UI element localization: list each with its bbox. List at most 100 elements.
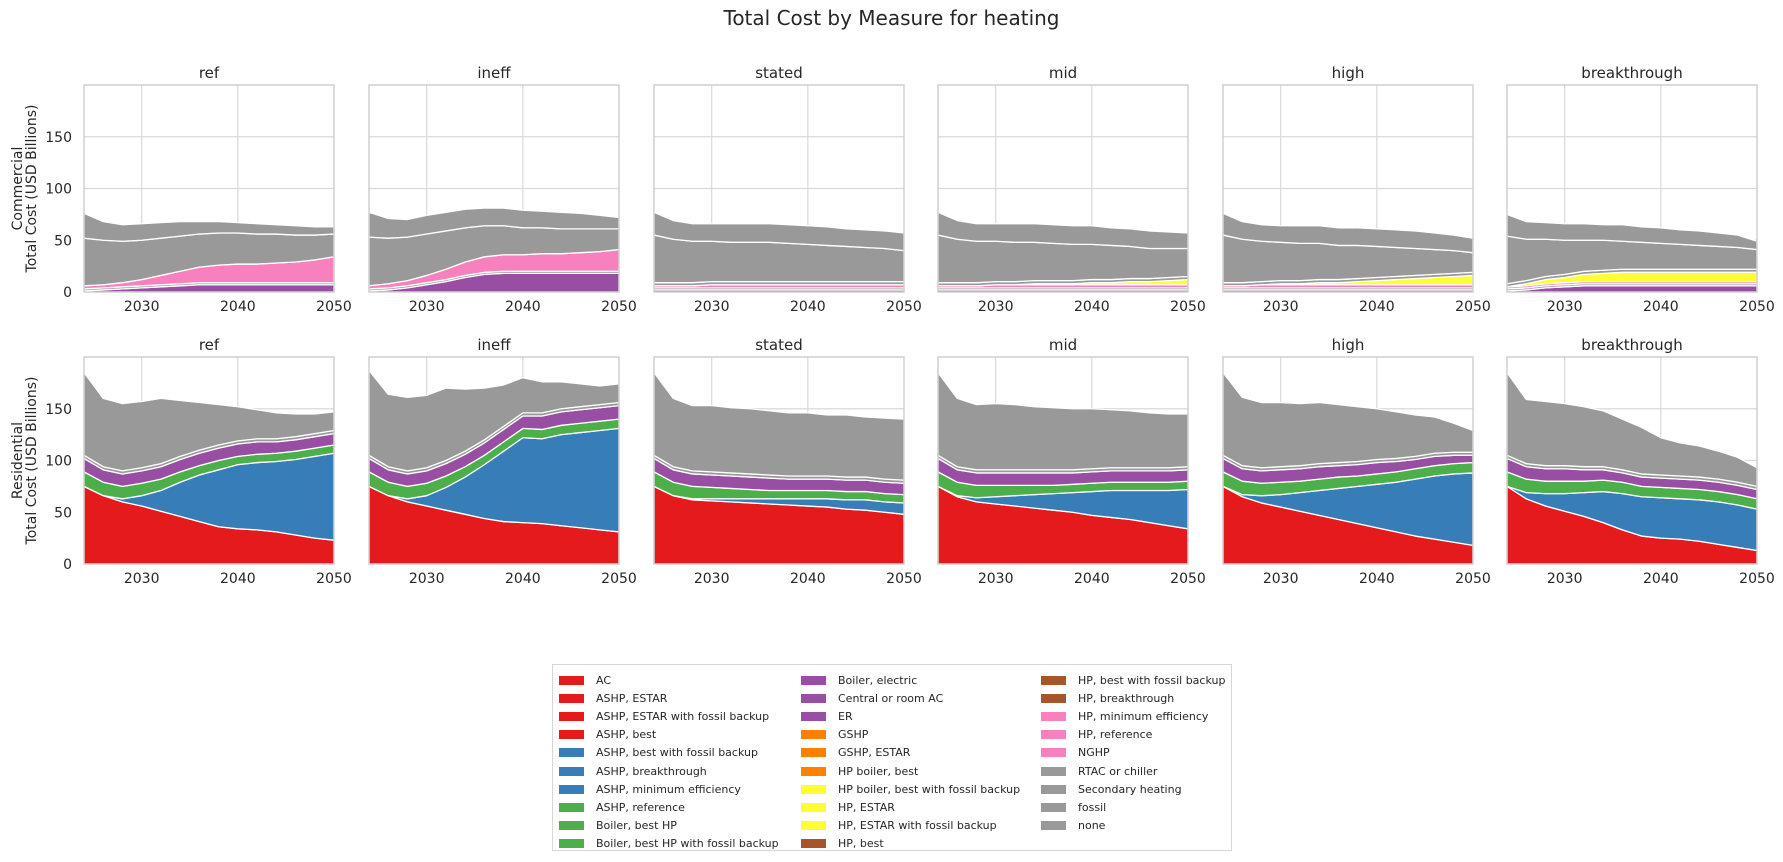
legend-item: HP boiler, best — [801, 762, 1020, 780]
panel-title: breakthrough — [1581, 64, 1682, 82]
panel-title: breakthrough — [1581, 336, 1682, 354]
panel-ineff: ineff 2030 2040 2050 — [368, 336, 637, 587]
x-tick-label: 2050 — [316, 299, 352, 315]
legend-swatch — [1041, 766, 1066, 776]
x-tick-label: 2030 — [124, 299, 160, 315]
panel-title: mid — [1049, 64, 1077, 82]
x-tick-label: 2050 — [1739, 571, 1775, 587]
legend-label: HP, best with fossil backup — [1078, 673, 1226, 687]
panel-title: ref — [199, 64, 220, 82]
legend-label: Secondary heating — [1078, 782, 1182, 796]
plot-frame — [1222, 356, 1474, 565]
legend-label: GSHP — [838, 728, 869, 742]
legend-label: fossil — [1078, 800, 1107, 814]
legend-column: HP, best with fossil backup HP, breakthro… — [1041, 671, 1225, 835]
panel-title: high — [1332, 336, 1365, 354]
legend-swatch — [559, 784, 584, 794]
legend-label: RTAC or chiller — [1078, 764, 1158, 778]
panel-title: stated — [755, 336, 803, 354]
panel-stated: stated 2030 2040 2050 — [653, 64, 922, 315]
legend-item: ASHP, reference — [559, 798, 779, 816]
panel-title: ineff — [477, 64, 511, 82]
y-axis-label: Commercial — [10, 147, 26, 231]
y-tick-label: 100 — [45, 454, 72, 470]
x-tick-label: 2040 — [790, 571, 826, 587]
legend-swatch — [559, 730, 584, 740]
y-tick-label: 150 — [45, 402, 72, 418]
y-tick-label: 0 — [63, 285, 72, 301]
legend-swatch — [801, 766, 826, 776]
x-tick-label: 2030 — [1547, 299, 1583, 315]
plot-frame — [368, 84, 620, 293]
x-tick-label: 2050 — [1170, 571, 1206, 587]
y-tick-label: 50 — [54, 233, 72, 249]
x-tick-label: 2040 — [1074, 299, 1110, 315]
legend-swatch — [801, 802, 826, 812]
legend-item: Secondary heating — [1041, 780, 1225, 798]
plot-frame — [368, 356, 620, 565]
legend-swatch — [801, 693, 826, 703]
legend-label: NGHP — [1078, 746, 1110, 760]
plot-frame — [653, 356, 905, 565]
legend-swatch — [559, 802, 584, 812]
legend-swatch — [801, 821, 826, 831]
legend-item: HP, breakthrough — [1041, 689, 1225, 707]
legend-column: Boiler, electric Central or room AC ER GSHP… — [801, 671, 1020, 853]
x-tick-label: 2040 — [1074, 571, 1110, 587]
x-tick-label: 2050 — [1455, 571, 1491, 587]
legend-item: ASHP, minimum efficiency — [559, 780, 779, 798]
legend-swatch — [559, 839, 584, 849]
legend-swatch — [559, 748, 584, 758]
legend-swatch — [1041, 675, 1066, 685]
y-tick-label: 0 — [63, 557, 72, 573]
legend-label: HP boiler, best with fossil backup — [838, 782, 1021, 796]
legend-label: HP, best — [838, 837, 884, 851]
x-tick-label: 2050 — [601, 571, 637, 587]
legend-item: fossil — [1041, 798, 1225, 816]
legend-item: Central or room AC — [801, 689, 1020, 707]
legend-label: HP, breakthrough — [1078, 691, 1175, 705]
plot-frame — [1506, 84, 1758, 293]
legend-swatch — [1041, 730, 1066, 740]
legend-label: Central or room AC — [838, 691, 944, 705]
legend-swatch — [801, 730, 826, 740]
legend-item: ASHP, breakthrough — [559, 762, 779, 780]
legend-swatch — [801, 784, 826, 794]
legend-item: HP, best with fossil backup — [1041, 671, 1225, 689]
legend-label: ER — [838, 709, 853, 723]
legend-label: Boiler, electric — [838, 673, 918, 687]
x-tick-label: 2030 — [1547, 571, 1583, 587]
legend-item: GSHP, ESTAR — [801, 744, 1020, 762]
legend-item: Boiler, electric — [801, 671, 1020, 689]
x-tick-label: 2040 — [790, 299, 826, 315]
legend-swatch — [1041, 784, 1066, 794]
panel-mid: mid 2030 2040 2050 — [937, 64, 1206, 315]
x-tick-label: 2050 — [1455, 299, 1491, 315]
legend-item: HP, ESTAR with fossil backup — [801, 817, 1020, 835]
legend-item: ASHP, best — [559, 726, 779, 744]
panel-high: high 2030 2040 2050 — [1222, 336, 1491, 587]
legend-swatch — [801, 675, 826, 685]
legend-label: Boiler, best HP — [596, 819, 677, 833]
x-tick-label: 2040 — [1643, 571, 1679, 587]
panel-breakthrough: breakthrough 2030 2040 2050 — [1506, 64, 1775, 315]
legend-label: ASHP, ESTAR — [596, 691, 668, 705]
x-tick-label: 2030 — [694, 571, 730, 587]
plot-frame — [937, 356, 1189, 565]
y-tick-label: 150 — [45, 130, 72, 146]
chart-legend: AC ASHP, ESTAR ASHP, ESTAR with fossil bac… — [552, 664, 1232, 851]
x-tick-label: 2030 — [409, 571, 445, 587]
x-tick-label: 2040 — [505, 571, 541, 587]
legend-column: AC ASHP, ESTAR ASHP, ESTAR with fossil bac… — [559, 671, 779, 853]
legend-swatch — [1041, 711, 1066, 721]
legend-swatch — [801, 711, 826, 721]
x-tick-label: 2050 — [1739, 299, 1775, 315]
legend-swatch — [801, 748, 826, 758]
x-tick-label: 2050 — [886, 299, 922, 315]
panel-ineff: ineff 2030 2040 2050 — [368, 64, 637, 315]
legend-item: ER — [801, 707, 1020, 725]
panel-title: high — [1332, 64, 1365, 82]
legend-item: Boiler, best HP with fossil backup — [559, 835, 779, 853]
